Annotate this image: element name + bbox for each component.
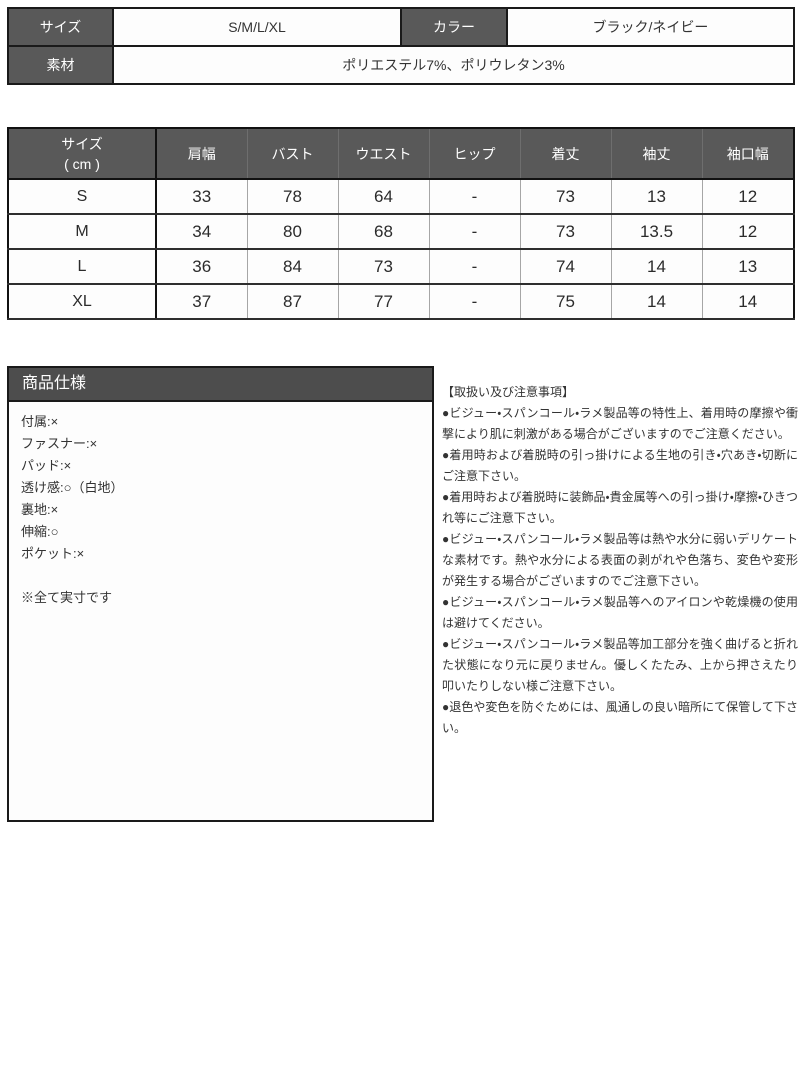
spec-item-sheerness: 透け感:○（白地）: [21, 480, 124, 495]
cell-xl-waist: 77: [337, 283, 430, 320]
size-label-cell: サイズ: [7, 7, 114, 47]
spec-item-lining: 裏地:×: [21, 502, 59, 517]
size-row-s: S 33 78 64 - 73 13 12: [7, 178, 795, 215]
material-label-cell: 素材: [7, 45, 114, 85]
cell-l-waist: 73: [337, 248, 430, 285]
care-notes: 【取扱い及び注意事項】 ●ビジュー・スパンコール・ラメ製品等の特性上、着用時の摩…: [442, 382, 798, 739]
cell-s-waist: 64: [337, 178, 430, 215]
cell-m-hip: -: [428, 213, 521, 250]
cell-m-cuff: 12: [701, 213, 795, 250]
cell-m-sleeve: 13.5: [610, 213, 703, 250]
product-info-table: サイズ S/M/L/XL カラー ブラック/ネイビー 素材 ポリエステル7%、ポ…: [7, 7, 795, 85]
cell-s-size: S: [7, 178, 157, 215]
cell-xl-size: XL: [7, 283, 157, 320]
cell-l-hip: -: [428, 248, 521, 285]
cell-l-bust: 84: [246, 248, 339, 285]
cell-m-waist: 68: [337, 213, 430, 250]
cell-s-shoulder: 33: [155, 178, 248, 215]
cell-l-shoulder: 36: [155, 248, 248, 285]
cell-l-cuff: 13: [701, 248, 795, 285]
size-header-title: サイズ: [61, 135, 103, 152]
cell-m-size: M: [7, 213, 157, 250]
care-note-snagging: ●着用時および着脱時の引っ掛けによる生地の引き・穴あき・切断にご注意下さい。: [442, 448, 798, 483]
cell-l-size: L: [7, 248, 157, 285]
cell-xl-sleeve: 14: [610, 283, 703, 320]
size-chart-table: サイズ ( cm ) 肩幅 バスト ウエスト ヒップ 着丈 袖丈 袖口幅 S 3…: [7, 127, 795, 320]
col-header-cuff: 袖口幅: [701, 127, 795, 180]
cell-m-length: 73: [519, 213, 612, 250]
spec-item-pad: パッド:×: [21, 458, 72, 473]
size-chart-header-row: サイズ ( cm ) 肩幅 バスト ウエスト ヒップ 着丈 袖丈 袖口幅: [7, 127, 795, 180]
size-row-l: L 36 84 73 - 74 14 13: [7, 248, 795, 285]
spec-item-stretch: 伸縮:○: [21, 524, 59, 539]
col-header-length: 着丈: [519, 127, 612, 180]
care-notes-title: 【取扱い及び注意事項】: [442, 385, 575, 399]
col-header-waist: ウエスト: [337, 127, 430, 180]
care-note-heat-moisture: ●ビジュー・スパンコール・ラメ製品等は熱や水分に弱いデリケートな素材です。熱や水…: [442, 532, 798, 588]
spec-item-fastener: ファスナー:×: [21, 436, 98, 451]
info-row-material: 素材 ポリエステル7%、ポリウレタン3%: [7, 45, 795, 85]
cell-xl-hip: -: [428, 283, 521, 320]
cell-m-shoulder: 34: [155, 213, 248, 250]
cell-s-bust: 78: [246, 178, 339, 215]
cell-s-sleeve: 13: [610, 178, 703, 215]
spec-box-title: 商品仕様: [9, 368, 432, 402]
size-cm-header-cell: サイズ ( cm ): [7, 127, 157, 180]
cell-s-length: 73: [519, 178, 612, 215]
care-note-friction: ●ビジュー・スパンコール・ラメ製品等の特性上、着用時の摩擦や衝撃により肌に刺激が…: [442, 406, 798, 441]
info-row-size-color: サイズ S/M/L/XL カラー ブラック/ネイビー: [7, 7, 795, 47]
col-header-shoulder: 肩幅: [155, 127, 248, 180]
col-header-sleeve: 袖丈: [610, 127, 703, 180]
spec-item-pocket: ポケット:×: [21, 546, 85, 561]
cell-xl-shoulder: 37: [155, 283, 248, 320]
material-value-cell: ポリエステル7%、ポリウレタン3%: [112, 45, 795, 85]
care-note-jewelry: ●着用時および着脱時に装飾品・貴金属等への引っ掛け・摩擦・ひきつれ等にご注意下さ…: [442, 490, 798, 525]
size-value-cell: S/M/L/XL: [112, 7, 402, 47]
care-note-bending: ●ビジュー・スパンコール・ラメ製品等加工部分を強く曲げると折れた状態になり元に戻…: [442, 637, 798, 693]
cell-xl-cuff: 14: [701, 283, 795, 320]
size-header-unit: ( cm ): [64, 155, 100, 172]
cell-l-sleeve: 14: [610, 248, 703, 285]
care-note-storage: ●退色や変色を防ぐためには、風通しの良い暗所にて保管して下さい。: [442, 700, 798, 735]
care-note-iron-dryer: ●ビジュー・スパンコール・ラメ製品等へのアイロンや乾燥機の使用は避けてください。: [442, 595, 798, 630]
size-row-m: M 34 80 68 - 73 13.5 12: [7, 213, 795, 250]
cell-xl-bust: 87: [246, 283, 339, 320]
color-label-cell: カラー: [400, 7, 508, 47]
cell-xl-length: 75: [519, 283, 612, 320]
cell-m-bust: 80: [246, 213, 339, 250]
col-header-hip: ヒップ: [428, 127, 521, 180]
col-header-bust: バスト: [246, 127, 339, 180]
color-value-cell: ブラック/ネイビー: [506, 7, 795, 47]
spec-item-accessory: 付属:×: [21, 414, 59, 429]
spec-list: 付属:× ファスナー:× パッド:× 透け感:○（白地） 裏地:× 伸縮:○ ポ…: [9, 402, 432, 618]
cell-l-length: 74: [519, 248, 612, 285]
cell-s-hip: -: [428, 178, 521, 215]
spec-measurement-note: ※全て実寸です: [21, 590, 113, 605]
product-spec-box: 商品仕様 付属:× ファスナー:× パッド:× 透け感:○（白地） 裏地:× 伸…: [7, 366, 434, 822]
size-row-xl: XL 37 87 77 - 75 14 14: [7, 283, 795, 320]
cell-s-cuff: 12: [701, 178, 795, 215]
